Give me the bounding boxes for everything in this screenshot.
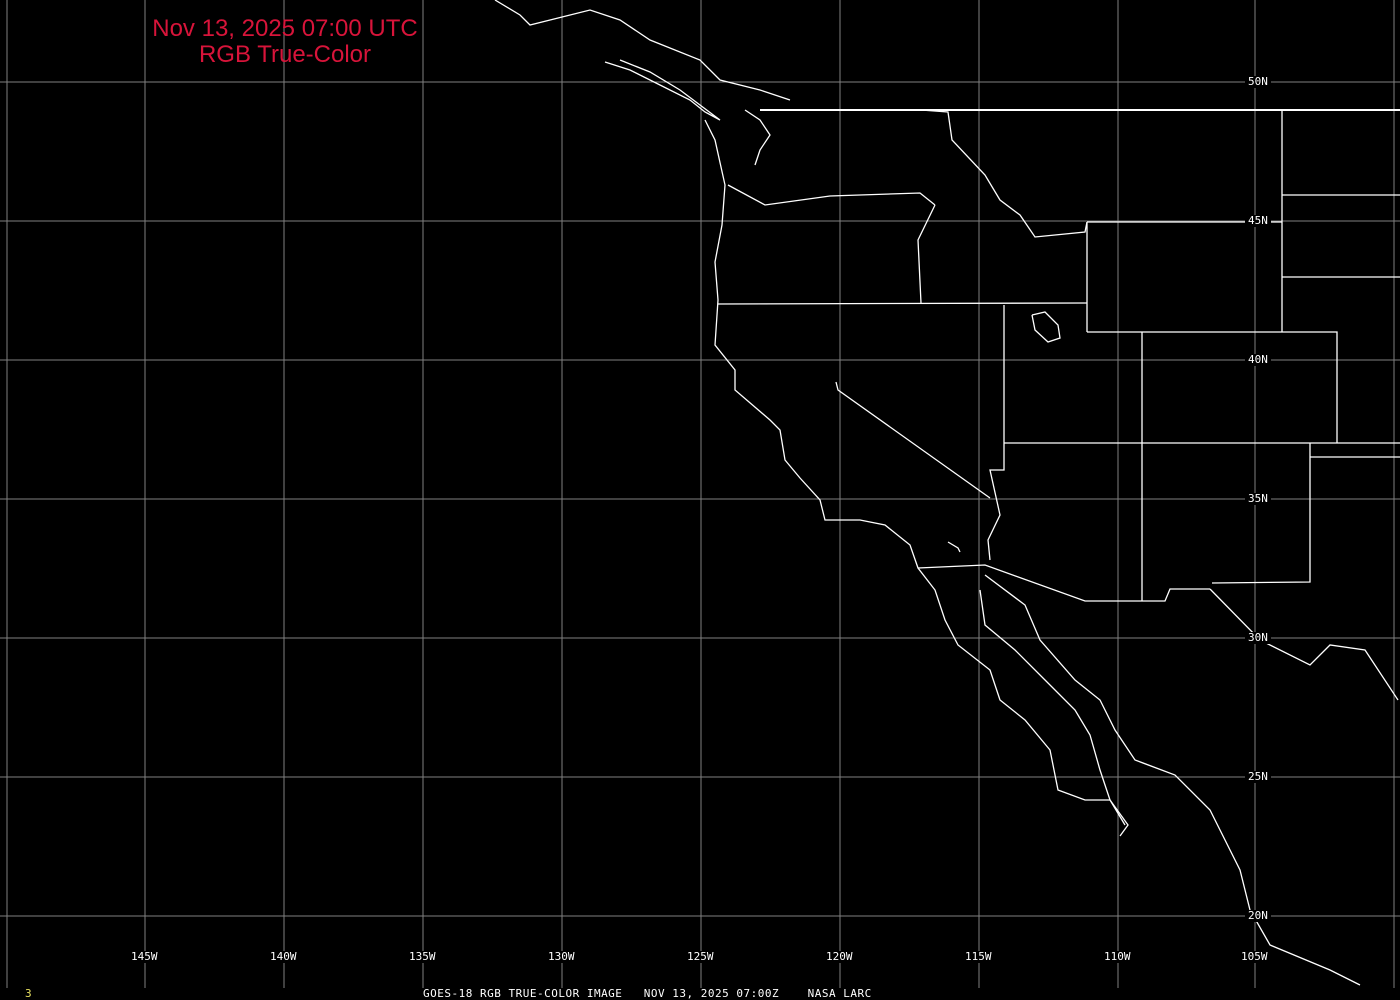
wa-or-border — [727, 184, 936, 206]
gulf-of-mexico-coast — [1209, 588, 1399, 701]
wy-co-border — [1087, 331, 1338, 443]
bc-coast — [494, 0, 791, 101]
vancouver-island — [604, 59, 721, 121]
pacific-coast — [704, 119, 1129, 837]
longitude-label: 145W — [128, 951, 161, 963]
nv-ut-border — [987, 305, 1005, 561]
longitude-label: 115W — [962, 951, 995, 963]
title-date: Nov 13, 2025 07:00 UTC — [152, 15, 418, 42]
longitude-label: 105W — [1238, 951, 1271, 963]
lake-mead-area — [947, 541, 961, 553]
id-mt-border — [920, 109, 1088, 238]
nm-tx-border — [1211, 443, 1311, 584]
us-mexico-border — [917, 564, 1210, 602]
puget-sound — [744, 109, 771, 166]
frame-number: 3 — [25, 987, 33, 1000]
longitude-label: 125W — [684, 951, 717, 963]
ca-nv-border — [835, 381, 991, 499]
coastlines-and-borders — [494, 0, 1400, 986]
longitude-label: 110W — [1101, 951, 1134, 963]
latitude-label: 35N — [1245, 493, 1271, 505]
or-id-border — [917, 204, 936, 304]
mexico-mainland-coast — [984, 574, 1361, 986]
longitude-label: 135W — [406, 951, 439, 963]
latitude-label: 45N — [1245, 215, 1271, 227]
latitude-label: 20N — [1245, 910, 1271, 922]
longitude-label: 120W — [823, 951, 856, 963]
latitude-label: 50N — [1245, 76, 1271, 88]
title-product: RGB True-Color — [198, 41, 372, 68]
baja-gulf-coast — [979, 589, 1126, 826]
great-salt-lake — [1031, 311, 1061, 343]
longitude-label: 140W — [267, 951, 300, 963]
or-ca-nv-border — [717, 302, 1088, 305]
latitude-label: 40N — [1245, 354, 1271, 366]
latitude-label: 25N — [1245, 771, 1271, 783]
longitude-label: 130W — [545, 951, 578, 963]
latitude-label: 30N — [1245, 632, 1271, 644]
image-caption: GOES-18 RGB TRUE-COLOR IMAGE NOV 13, 202… — [423, 987, 872, 1000]
